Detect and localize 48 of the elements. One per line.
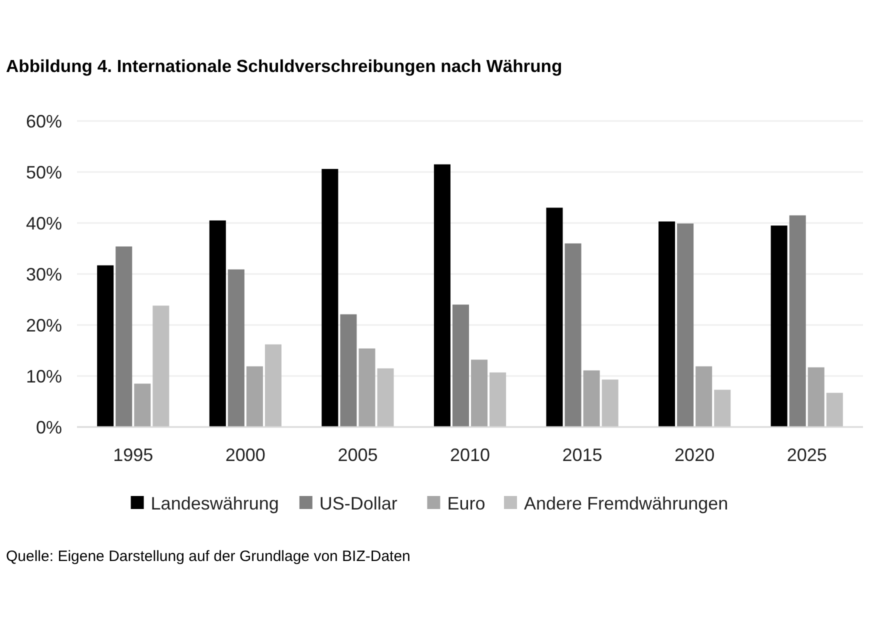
bar xyxy=(152,306,170,427)
y-tick-label: 0% xyxy=(36,417,62,438)
legend-label: Andere Fremdwährungen xyxy=(524,493,728,514)
legend-label: Landeswährung xyxy=(150,493,279,514)
chart-title: Abbildung 4. Internationale Schuldverschreibungen nach Währung xyxy=(6,56,562,76)
bar xyxy=(546,208,563,427)
bar xyxy=(434,164,450,427)
bar xyxy=(340,314,357,427)
bar xyxy=(826,392,843,427)
bar xyxy=(471,360,488,427)
bar xyxy=(209,220,226,427)
bar xyxy=(583,370,600,427)
x-tick-label: 1995 xyxy=(113,445,154,465)
source-note: Quelle: Eigene Darstellung auf der Grundlage von BIZ-Daten xyxy=(6,548,410,565)
x-tick-label: 2020 xyxy=(674,445,715,465)
bar xyxy=(602,380,618,427)
bar xyxy=(677,224,694,427)
legend-label: US-Dollar xyxy=(319,493,398,514)
y-tick-label: 10% xyxy=(26,366,62,386)
x-tick-label: 2015 xyxy=(562,445,602,465)
x-tick-label: 2005 xyxy=(338,445,378,465)
bar xyxy=(322,168,338,427)
bar xyxy=(228,269,244,427)
y-tick-label: 50% xyxy=(26,162,62,182)
legend-label: Euro xyxy=(447,493,486,514)
bar xyxy=(116,246,132,427)
bar xyxy=(770,226,788,427)
y-tick-label: 40% xyxy=(26,213,62,234)
x-tick-label: 2025 xyxy=(786,445,827,465)
bar xyxy=(452,304,469,427)
bar xyxy=(490,372,506,427)
bar xyxy=(134,384,151,427)
bar xyxy=(789,215,806,427)
x-tick-label: 2000 xyxy=(225,445,266,465)
x-tick-label: 2010 xyxy=(450,445,490,465)
bar xyxy=(246,366,263,427)
bar xyxy=(564,243,582,427)
bar xyxy=(696,366,712,427)
y-tick-label: 20% xyxy=(26,315,62,336)
bar xyxy=(97,265,114,427)
bar xyxy=(377,368,394,427)
bar xyxy=(264,344,282,427)
bar xyxy=(358,348,376,427)
y-tick-label: 30% xyxy=(26,264,62,284)
y-tick-label: 60% xyxy=(26,111,62,132)
bar xyxy=(808,367,824,427)
bar xyxy=(714,390,731,427)
bar xyxy=(658,221,676,427)
